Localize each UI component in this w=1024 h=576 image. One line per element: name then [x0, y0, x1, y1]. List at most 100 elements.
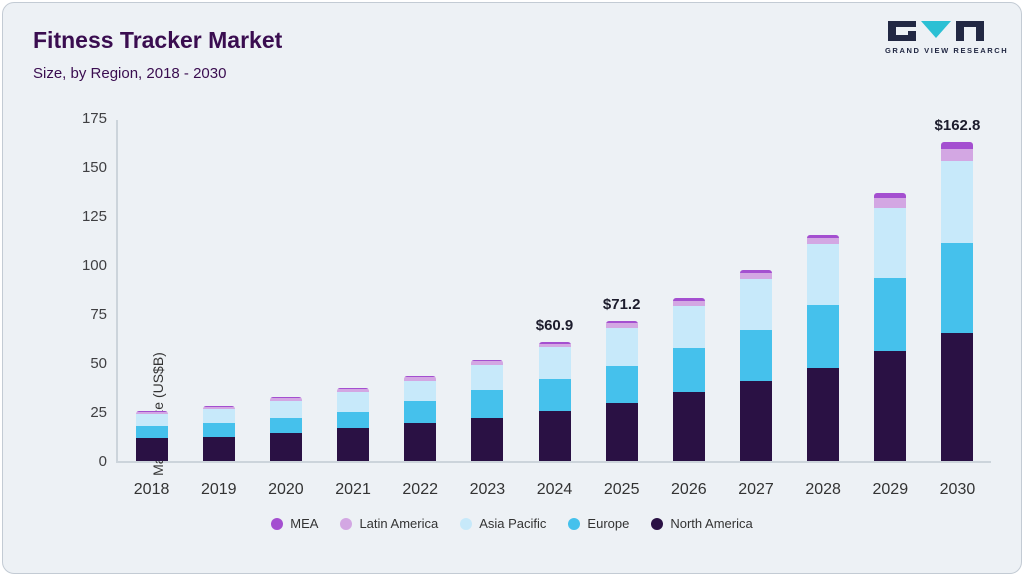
segment-latin-america	[605, 323, 638, 328]
legend-item-latin-america: Latin America	[340, 516, 438, 531]
stacked-bar-2028	[807, 234, 840, 461]
legend-dot-icon	[568, 517, 581, 530]
segment-mea	[269, 397, 302, 399]
x-tick-label: 2019	[200, 481, 237, 498]
segment-europe	[337, 412, 370, 428]
segment-latin-america	[471, 361, 504, 365]
y-tick-label: 150	[81, 159, 107, 176]
bar-slot-2028: 2028	[790, 120, 857, 498]
segment-asia-pacific	[404, 380, 437, 402]
legend-dot-icon	[651, 517, 664, 530]
legend-dot-icon	[340, 517, 353, 530]
stacked-bar-2023	[471, 359, 504, 461]
stacked-bar-2021	[337, 387, 370, 461]
gvr-logo-icon	[888, 21, 984, 41]
segment-mea	[404, 375, 437, 378]
page-subtitle: Size, by Region, 2018 - 2030	[33, 65, 227, 82]
stacked-bar-2024	[538, 341, 571, 461]
y-tick-label: 50	[90, 355, 107, 372]
segment-asia-pacific	[202, 409, 235, 423]
segment-north-america	[538, 411, 571, 461]
y-tick-label: 100	[81, 257, 107, 274]
page-title: Fitness Tracker Market	[33, 27, 283, 53]
segment-asia-pacific	[739, 278, 772, 330]
segment-europe	[202, 422, 235, 437]
segment-north-america	[672, 392, 705, 461]
x-tick-label: 2030	[939, 481, 976, 498]
segment-north-america	[404, 422, 437, 461]
segment-mea	[672, 298, 705, 301]
segment-latin-america	[874, 198, 907, 209]
segment-mea	[807, 234, 840, 238]
data-label-2024: $60.9	[535, 316, 574, 334]
x-tick-label: 2025	[603, 481, 640, 498]
segment-europe	[135, 425, 168, 439]
stacked-bar-2029	[874, 193, 907, 461]
segment-asia-pacific	[135, 413, 168, 426]
legend-dot-icon	[460, 517, 473, 530]
bars-container: 2018 2019 2020 2021 2022 2023 $60.9 2024 $71.2 20…	[118, 116, 991, 498]
x-tick-label: 2020	[268, 481, 304, 498]
legend-label: Europe	[587, 516, 630, 531]
stacked-bar-2018	[135, 411, 168, 461]
stacked-bar-2027	[739, 269, 772, 461]
segment-mea	[605, 321, 638, 324]
segment-europe	[538, 378, 571, 412]
y-tick-label: 75	[90, 306, 107, 323]
stacked-bar-2019	[202, 405, 235, 461]
data-label-2030: $162.8	[934, 116, 981, 134]
segment-mea	[874, 193, 907, 199]
segment-latin-america	[739, 272, 772, 279]
stacked-bar-2030	[941, 141, 974, 461]
segment-latin-america	[807, 237, 840, 245]
x-tick-label: 2018	[133, 481, 170, 498]
segment-latin-america	[202, 406, 235, 410]
segment-north-america	[337, 427, 370, 461]
x-tick-label: 2029	[872, 481, 909, 498]
y-tick-label: 125	[81, 208, 107, 225]
y-tick-label: 0	[98, 453, 107, 470]
bar-slot-2025: $71.2 2025	[588, 120, 655, 498]
segment-latin-america	[135, 412, 168, 414]
segment-mea	[471, 359, 504, 362]
stacked-bar-2022	[404, 375, 437, 461]
segment-north-america	[739, 380, 772, 461]
x-tick-label: 2028	[805, 481, 841, 498]
bar-slot-2019: 2019	[185, 120, 252, 498]
y-tick-label: 25	[90, 404, 107, 421]
x-tick-label: 2023	[469, 481, 506, 498]
stacked-bar-2020	[269, 397, 302, 461]
segment-mea	[135, 411, 168, 413]
segment-north-america	[874, 351, 907, 461]
legend-label: Latin America	[359, 516, 439, 531]
legend-dot-icon	[271, 517, 284, 530]
bar-slot-2022: 2022	[387, 120, 454, 498]
bar-slot-2021: 2021	[319, 120, 386, 498]
segment-mea	[202, 405, 235, 407]
segment-north-america	[941, 332, 974, 461]
legend-item-mea: MEA	[271, 516, 318, 531]
segment-north-america	[471, 417, 504, 461]
data-label-2025: $71.2	[602, 296, 641, 314]
segment-asia-pacific	[471, 364, 504, 391]
bar-slot-2020: 2020	[252, 120, 319, 498]
bar-slot-2030: $162.8 2030	[924, 116, 991, 498]
segment-europe	[269, 417, 302, 433]
segment-mea	[337, 387, 370, 389]
x-tick-label: 2021	[335, 481, 371, 498]
segment-mea	[538, 341, 571, 344]
segment-asia-pacific	[337, 392, 370, 413]
bar-slot-2029: 2029	[857, 120, 924, 498]
segment-asia-pacific	[672, 306, 705, 349]
segment-latin-america	[941, 149, 974, 162]
legend-label: North America	[670, 516, 753, 531]
segment-mea	[941, 141, 974, 150]
bar-slot-2027: 2027	[722, 120, 789, 498]
legend-item-europe: Europe	[568, 516, 629, 531]
segment-europe	[739, 329, 772, 381]
segment-north-america	[807, 367, 840, 461]
legend-item-asia-pacific: Asia Pacific	[460, 516, 546, 531]
x-tick-label: 2022	[402, 481, 438, 498]
